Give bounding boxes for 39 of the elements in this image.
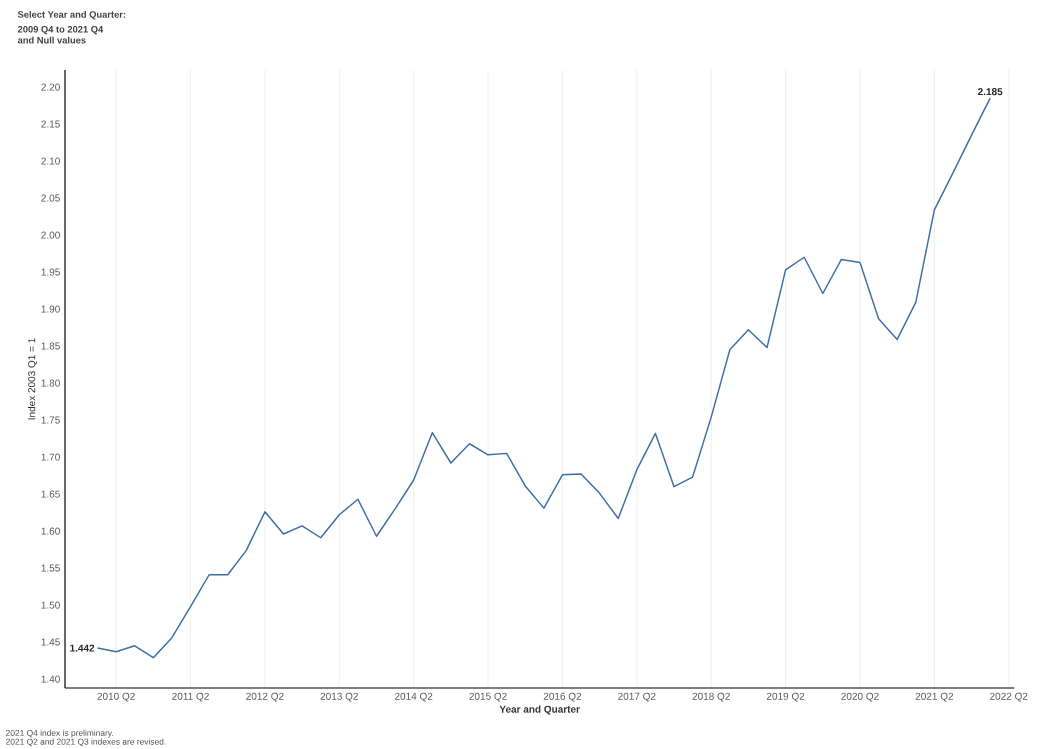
y-tick-label: 1.65 bbox=[41, 490, 60, 498]
chart-subtitle: 2009 Q4 to 2021 Q4 and Null values bbox=[17, 25, 104, 44]
x-tick-label: 2022 Q2 bbox=[990, 692, 1028, 702]
x-tick-label: 2020 Q2 bbox=[841, 692, 879, 702]
y-tick-label: 2.15 bbox=[41, 120, 60, 128]
y-tick-label: 1.45 bbox=[41, 638, 60, 646]
y-tick-label: 1.70 bbox=[41, 453, 60, 461]
text: 2021 Q2 and 2021 Q3 indexes are revised. bbox=[6, 738, 166, 747]
y-tick-label: 2.20 bbox=[41, 83, 60, 91]
x-tick-label: 2019 Q2 bbox=[766, 692, 805, 702]
x-tick-label: 2021 Q2 bbox=[915, 692, 954, 702]
x-tick-label: 2010 Q2 bbox=[97, 692, 135, 702]
chart-title: Select Year and Quarter: bbox=[17, 10, 126, 20]
x-tick-label: 2016 Q2 bbox=[543, 692, 582, 702]
y-tick-label: 1.40 bbox=[41, 675, 60, 683]
text: 2021 Q4 index is preliminary. bbox=[6, 729, 113, 738]
x-tick-label: 2017 Q2 bbox=[618, 692, 656, 702]
data-label: 1.442 bbox=[70, 644, 95, 652]
x-tick-label: 2018 Q2 bbox=[692, 692, 730, 702]
y-tick-label: 1.90 bbox=[41, 305, 60, 313]
y-tick-label: 1.85 bbox=[41, 342, 60, 350]
y-tick-label: 1.80 bbox=[41, 379, 60, 387]
y-tick-label: 2.05 bbox=[41, 194, 60, 202]
x-tick-label: 2011 Q2 bbox=[172, 692, 209, 702]
x-axis-title: Year and Quarter bbox=[499, 705, 580, 715]
y-axis-title: Index 2003 Q1 = 1 bbox=[27, 338, 38, 420]
line-series bbox=[96, 97, 991, 659]
x-tick-label: 2013 Q2 bbox=[320, 692, 358, 702]
x-tick-label: 2014 Q2 bbox=[395, 692, 433, 702]
y-tick-label: 2.10 bbox=[41, 157, 60, 165]
x-tick-label: 2012 Q2 bbox=[246, 692, 284, 702]
y-tick-label: 1.50 bbox=[41, 601, 60, 609]
y-tick-label: 1.95 bbox=[41, 268, 60, 276]
y-tick-label: 1.55 bbox=[41, 564, 60, 572]
data-label: 2.185 bbox=[978, 88, 1003, 96]
x-tick-label: 2015 Q2 bbox=[469, 692, 507, 702]
y-tick-label: 1.60 bbox=[41, 527, 60, 535]
y-tick-label: 2.00 bbox=[41, 231, 60, 239]
y-tick-label: 1.75 bbox=[41, 416, 60, 424]
